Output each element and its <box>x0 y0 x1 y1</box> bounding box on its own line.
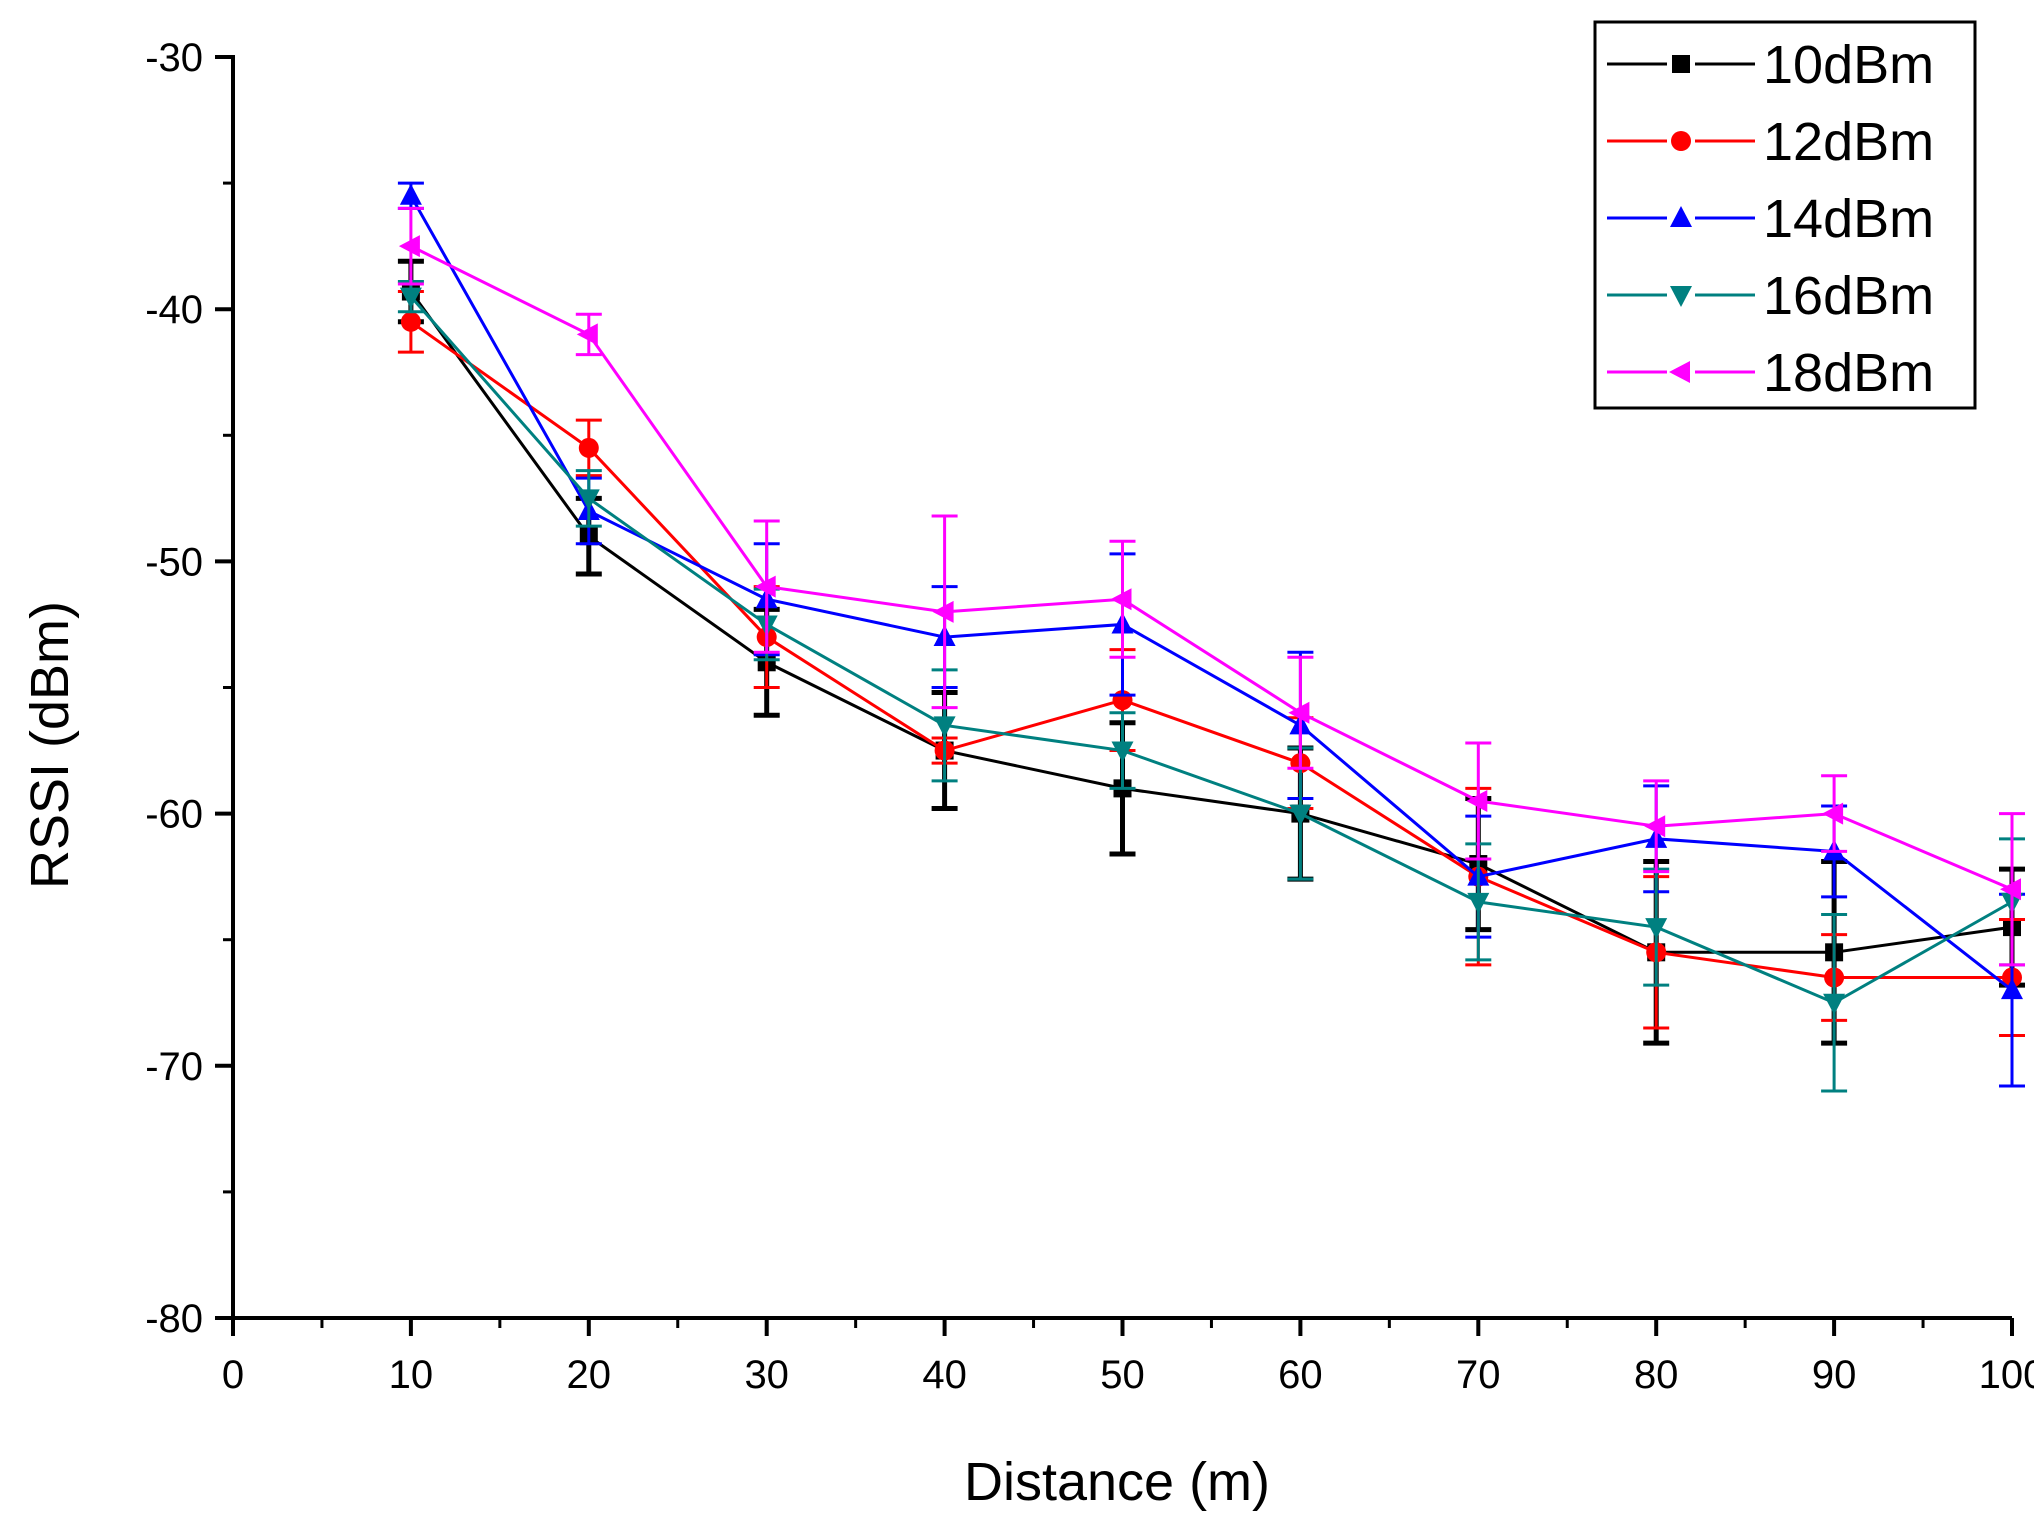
x-tick-label: 90 <box>1812 1353 1857 1397</box>
data-point-18dBm <box>2000 878 2021 901</box>
series-line-14dBm <box>409 194 2013 992</box>
data-point-18dBm <box>1288 701 1310 724</box>
data-point-16dBm <box>399 287 422 309</box>
x-tick-label: 50 <box>1100 1353 1145 1397</box>
legend-label: 12dBm <box>1763 112 1934 172</box>
legend-item-16dBm: 16dBm <box>1607 266 1934 326</box>
y-tick-label: -30 <box>145 36 203 80</box>
legend-label: 14dBm <box>1763 189 1934 249</box>
data-point-18dBm <box>398 235 420 258</box>
data-point-18dBm <box>1110 588 1132 611</box>
x-axis-label: Distance (m) <box>964 1452 1270 1512</box>
data-point-18dBm <box>1822 802 1844 825</box>
x-tick-label: 40 <box>922 1353 967 1397</box>
data-point-18dBm <box>1644 815 1666 838</box>
y-axis-label: RSSI (dBm) <box>20 601 80 889</box>
legend-marker-18dBm <box>1669 361 1690 383</box>
x-axis: 0 10 20 30 40 50 60 70 80 90 100 <box>222 1318 2034 1397</box>
y-tick-label: -70 <box>145 1045 203 1089</box>
x-tick-label: 100 <box>1979 1353 2034 1397</box>
data-point-14dBm <box>399 183 422 205</box>
y-tick-label: -50 <box>145 540 203 584</box>
data-point-16dBm <box>577 489 600 511</box>
y-tick-label: -60 <box>145 793 203 837</box>
y-tick-label: -80 <box>145 1297 203 1341</box>
data-point-18dBm <box>1466 789 1488 812</box>
y-axis: -30 -40 -50 -60 -70 -80 <box>145 36 233 1341</box>
data-point-16dBm <box>933 716 956 738</box>
x-tick-label: 30 <box>744 1353 789 1397</box>
legend-marker-16dBm <box>1670 286 1692 307</box>
legend-label: 18dBm <box>1763 343 1934 403</box>
data-point-12dBm <box>400 311 421 332</box>
x-tick-label: 10 <box>389 1353 434 1397</box>
y-tick-label: -40 <box>145 288 203 332</box>
x-tick-label: 80 <box>1634 1353 1679 1397</box>
data-point-14dBm <box>2001 978 2023 1000</box>
legend-label: 10dBm <box>1763 35 1934 95</box>
legend-item-12dBm: 12dBm <box>1607 112 1934 172</box>
series-line-16dBm <box>409 295 2013 1005</box>
data-point-18dBm <box>576 323 598 346</box>
data-point-18dBm <box>754 575 776 598</box>
legend-item-14dBm: 14dBm <box>1607 189 1934 249</box>
legend: 10dBm 12dBm 14dBm 16dBm 18dBm <box>1593 20 1977 410</box>
series-18dBm <box>397 206 2025 967</box>
legend-box <box>1593 20 1977 410</box>
data-point-16dBm <box>1289 804 1312 826</box>
legend-item-10dBm: 10dBm <box>1607 35 1934 95</box>
legend-marker-14dBm <box>1670 206 1692 227</box>
series-line-10dBm <box>409 290 2013 954</box>
data-point-16dBm <box>1111 741 1134 763</box>
series-layer <box>397 181 2025 1093</box>
data-point-16dBm <box>1823 993 1846 1015</box>
series-line-18dBm <box>410 244 2013 891</box>
data-point-18dBm <box>932 600 954 623</box>
data-point-16dBm <box>1467 892 1490 914</box>
data-point-16dBm <box>1645 918 1668 940</box>
legend-label: 16dBm <box>1763 266 1934 326</box>
x-tick-label: 60 <box>1278 1353 1323 1397</box>
x-tick-label: 0 <box>222 1353 244 1397</box>
data-point-12dBm <box>578 437 599 458</box>
legend-marker-12dBm <box>1671 131 1691 151</box>
legend-marker-10dBm <box>1672 55 1690 73</box>
x-tick-label: 20 <box>567 1353 612 1397</box>
x-tick-label: 70 <box>1456 1353 1501 1397</box>
legend-item-18dBm: 18dBm <box>1607 343 1934 403</box>
